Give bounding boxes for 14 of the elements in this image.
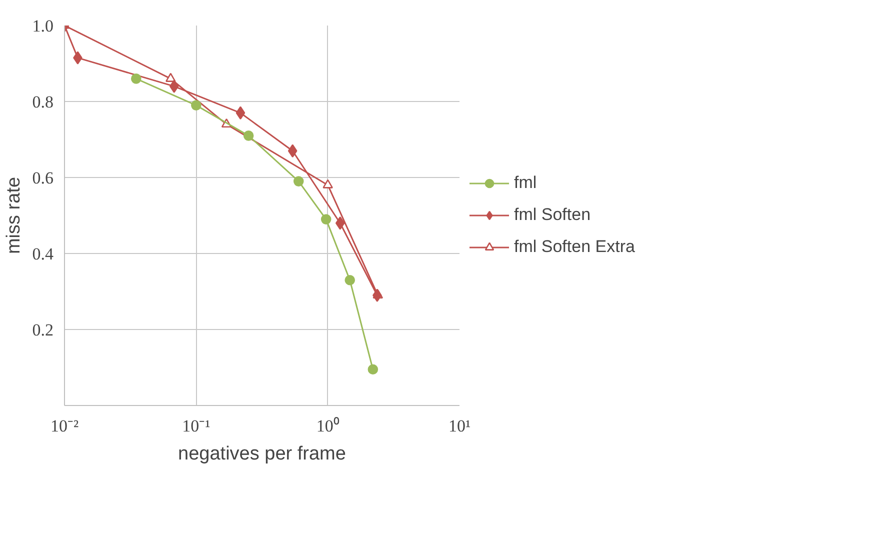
legend-label: fml Soften Extra	[514, 237, 635, 257]
legend-label: fml	[514, 173, 537, 193]
y-tick-label: 0.2	[32, 320, 54, 340]
x-tick-label: 10⁰	[316, 416, 340, 436]
x-tick-label: 10¹	[448, 416, 471, 436]
y-tick-label: 0.4	[32, 244, 54, 264]
y-tick-label: 0.6	[32, 168, 54, 188]
x-axis-title: negatives per frame	[178, 444, 346, 464]
x-tick-label: 10⁻²	[50, 416, 79, 436]
y-tick-label: 0.8	[32, 92, 54, 112]
x-tick-label: 10⁻¹	[182, 416, 210, 436]
y-axis-title: miss rate	[3, 176, 24, 254]
legend-label: fml Soften	[514, 205, 591, 225]
y-tick-label: 1.0	[32, 16, 54, 36]
